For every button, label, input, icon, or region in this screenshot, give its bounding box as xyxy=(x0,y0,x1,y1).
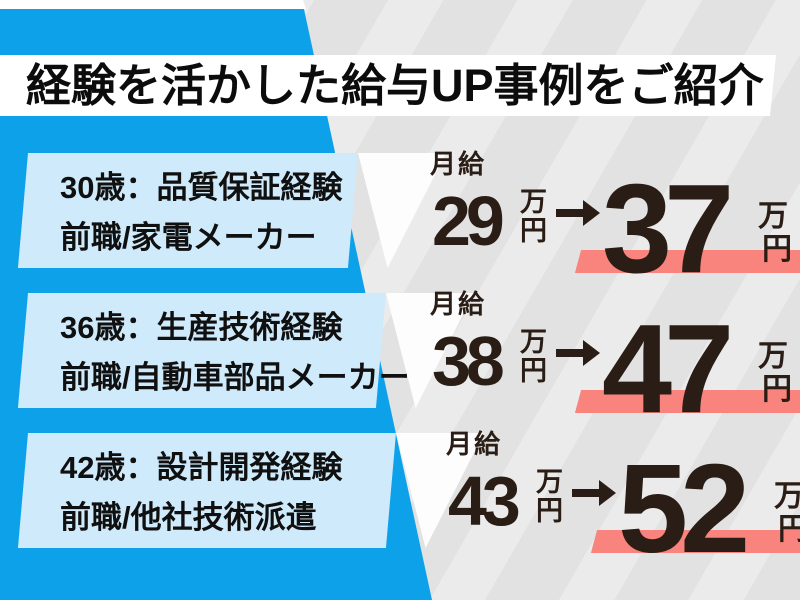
salary-before-unit: 万 円 xyxy=(520,328,547,386)
salary-label: 月給 xyxy=(446,429,503,459)
arrow-right-icon xyxy=(572,480,616,506)
case-row-2: 36歳：生産技術経験 前職/自動車部品メーカー 月給 38 万 円 47 万 円 xyxy=(0,289,800,439)
unit-man: 万 xyxy=(774,480,800,513)
arrow-right-icon xyxy=(556,340,600,366)
page-title: 経験を活かした給与UP事例をご紹介 xyxy=(26,60,764,111)
unit-man: 万 xyxy=(520,327,547,357)
profile-line2: 前職/自動車部品メーカー xyxy=(60,360,410,395)
salary-after-unit: 万 円 xyxy=(774,480,800,546)
unit-man: 万 xyxy=(536,467,563,497)
profile-line1: 30歳：品質保証経験 xyxy=(60,170,343,205)
salary-before-unit: 万 円 xyxy=(536,468,563,526)
salary-after-value: 52 xyxy=(618,438,750,579)
salary-before-unit: 万 円 xyxy=(520,188,547,246)
salary-before-value: 38 xyxy=(432,322,505,400)
unit-en: 円 xyxy=(778,513,800,546)
unit-man: 万 xyxy=(758,340,788,373)
arrow-right-icon xyxy=(556,200,600,226)
profile-line1: 42歳：設計開発経験 xyxy=(60,450,343,485)
title-banner: 経験を活かした給与UP事例をご紹介 xyxy=(0,55,776,116)
profile-text: 36歳：生産技術経験 前職/自動車部品メーカー xyxy=(60,303,410,403)
profile-line2: 前職/他社技術派遣 xyxy=(60,500,317,535)
unit-en: 円 xyxy=(520,216,547,246)
unit-en: 円 xyxy=(762,373,792,406)
salary-before-value: 29 xyxy=(432,182,505,260)
salary-after-unit: 万 円 xyxy=(758,200,792,266)
unit-en: 円 xyxy=(536,496,563,526)
profile-text: 30歳：品質保証経験 前職/家電メーカー xyxy=(60,163,342,263)
profile-line1: 36歳：生産技術経験 xyxy=(60,310,343,345)
unit-man: 万 xyxy=(758,200,788,233)
salary-label: 月給 xyxy=(430,149,487,179)
unit-en: 円 xyxy=(520,356,547,386)
unit-man: 万 xyxy=(520,187,547,217)
salary-before-value: 43 xyxy=(448,462,521,540)
salary-change-group: 月給 29 万 円 37 万 円 xyxy=(0,149,800,299)
unit-en: 円 xyxy=(762,233,792,266)
salary-after-value: 37 xyxy=(602,158,734,299)
profile-line2: 前職/家電メーカー xyxy=(60,220,317,255)
salary-after-value: 47 xyxy=(602,298,734,439)
profile-text: 42歳：設計開発経験 前職/他社技術派遣 xyxy=(60,443,342,543)
salary-label: 月給 xyxy=(430,289,487,319)
salary-change-group: 月給 38 万 円 47 万 円 xyxy=(0,289,800,439)
case-row-1: 30歳：品質保証経験 前職/家電メーカー 月給 29 万 円 37 万 円 xyxy=(0,149,800,299)
salary-after-unit: 万 円 xyxy=(758,340,792,406)
salary-change-group: 月給 43 万 円 52 万 円 xyxy=(16,429,800,579)
case-row-3: 42歳：設計開発経験 前職/他社技術派遣 月給 43 万 円 52 万 円 xyxy=(0,429,800,579)
